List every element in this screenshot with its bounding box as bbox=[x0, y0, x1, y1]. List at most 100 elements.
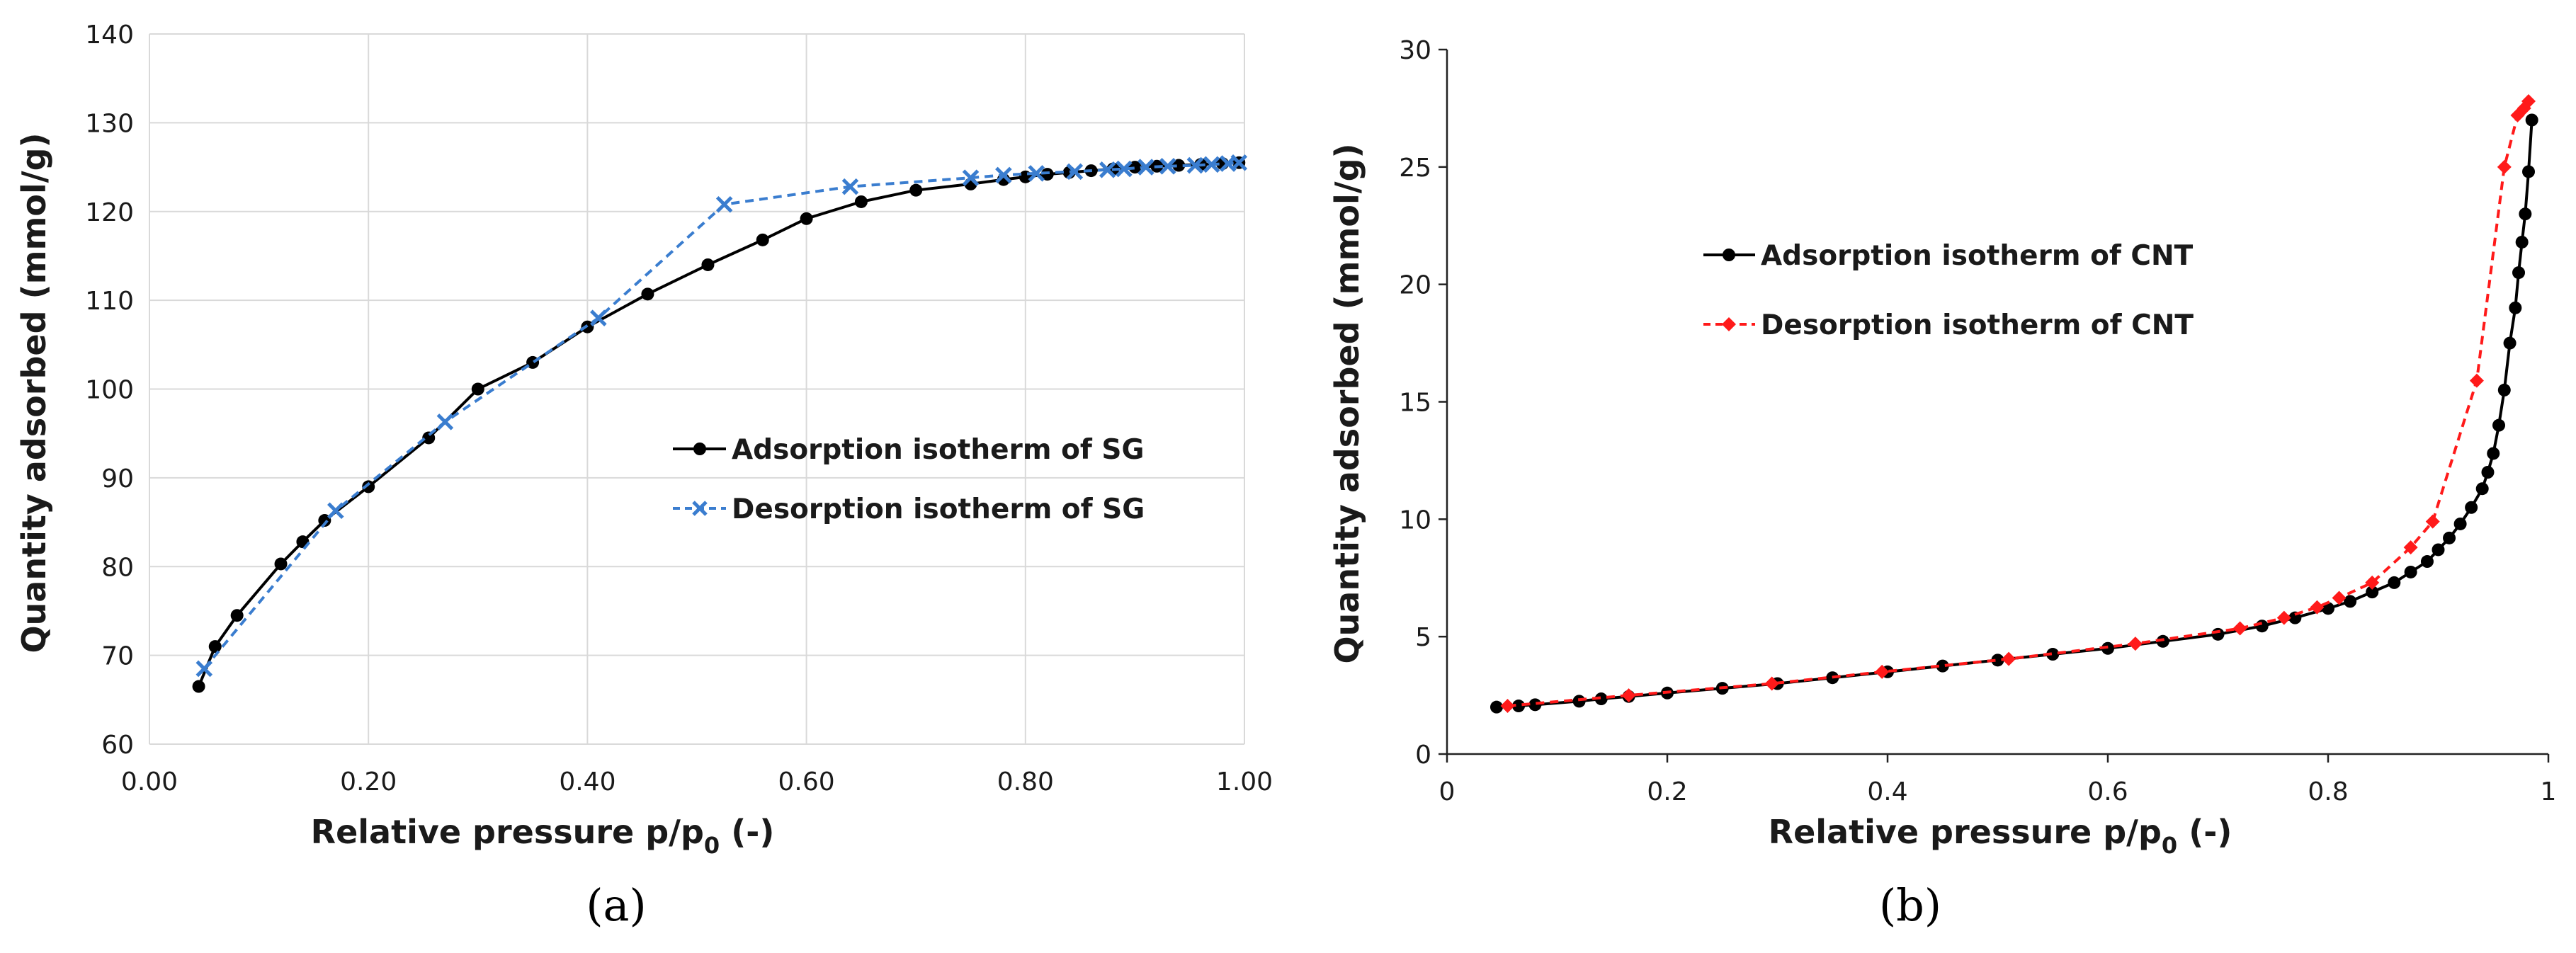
data-point-desorption bbox=[1230, 154, 1248, 171]
data-point-adsorption bbox=[2420, 555, 2434, 569]
panel-a-series bbox=[192, 154, 1248, 693]
data-point-adsorption bbox=[2492, 418, 2506, 432]
data-point-adsorption bbox=[2503, 336, 2517, 350]
x-tick-label: 0.60 bbox=[778, 767, 835, 797]
data-point-adsorption bbox=[1991, 654, 2004, 667]
data-point-desorption bbox=[2332, 590, 2347, 605]
legend-desorption-sg-marker bbox=[692, 501, 708, 516]
data-point-adsorption bbox=[1528, 698, 1542, 712]
data-point-adsorption bbox=[756, 233, 769, 246]
panel-b-series bbox=[1490, 93, 2538, 714]
data-point-adsorption bbox=[1040, 168, 1054, 181]
data-point-adsorption bbox=[208, 640, 222, 654]
data-point-adsorption bbox=[2481, 466, 2495, 479]
x-tick-label: 0.20 bbox=[340, 767, 397, 797]
data-point-adsorption bbox=[2519, 207, 2532, 221]
y-tick-label: 120 bbox=[85, 198, 134, 227]
data-point-desorption bbox=[1203, 156, 1220, 173]
data-point-adsorption bbox=[1936, 659, 1949, 673]
data-point-desorption bbox=[995, 166, 1012, 184]
data-point-adsorption bbox=[2465, 501, 2478, 514]
y-tick-label: 110 bbox=[85, 287, 134, 316]
data-point-desorption bbox=[841, 178, 859, 195]
data-point-desorption bbox=[195, 660, 213, 678]
data-point-adsorption bbox=[2475, 482, 2489, 496]
x-tick-label: 0.80 bbox=[997, 767, 1054, 797]
panel-b-legend: Adsorption isotherm of CNT Desorption is… bbox=[1703, 240, 2194, 341]
data-point-desorption bbox=[2403, 540, 2418, 555]
series-line-desorption bbox=[1507, 100, 2530, 707]
data-point-desorption bbox=[2276, 610, 2291, 625]
data-point-adsorption bbox=[2156, 634, 2169, 648]
data-point-adsorption bbox=[2512, 266, 2526, 280]
legend-desorption-cnt-marker bbox=[1722, 317, 1736, 331]
panel-b-y-axis-title: Quantity adsorbed (mmol/g) bbox=[1328, 143, 1366, 663]
data-point-desorption bbox=[2128, 637, 2143, 651]
x-tick-label: 1 bbox=[2541, 777, 2557, 806]
data-point-adsorption bbox=[800, 212, 813, 225]
data-point-adsorption bbox=[1128, 161, 1142, 174]
panel-a-y-axis-title: Quantity adsorbed (mmol/g) bbox=[15, 132, 53, 653]
panel-a: 0.00 0.20 0.40 0.60 0.80 1.00 60 70 80 90 100 110 12… bbox=[15, 21, 1273, 931]
data-point-adsorption bbox=[2525, 113, 2538, 127]
x-tick-label: 0.00 bbox=[121, 767, 178, 797]
data-point-adsorption bbox=[2255, 620, 2269, 633]
y-tick-label: 140 bbox=[85, 21, 134, 50]
data-point-desorption bbox=[2425, 514, 2440, 529]
data-point-adsorption bbox=[2443, 531, 2456, 544]
data-point-desorption bbox=[962, 169, 980, 186]
legend-adsorption-sg-label: Adsorption isotherm of SG bbox=[732, 434, 1145, 466]
panel-a-legend: Adsorption isotherm of SG Desorption iso… bbox=[673, 434, 1145, 525]
data-point-adsorption bbox=[2497, 383, 2511, 396]
data-point-desorption bbox=[1028, 165, 1045, 182]
legend-adsorption-cnt-label: Adsorption isotherm of CNT bbox=[1761, 240, 2194, 272]
y-tick-label: 80 bbox=[101, 553, 134, 582]
panel-b-label: (b) bbox=[1879, 879, 1941, 931]
data-point-adsorption bbox=[1172, 159, 1186, 172]
data-point-desorption bbox=[2232, 621, 2247, 636]
data-point-adsorption bbox=[2515, 235, 2529, 249]
data-point-adsorption bbox=[230, 609, 244, 622]
data-point-adsorption bbox=[2522, 165, 2536, 178]
data-point-adsorption bbox=[422, 431, 436, 445]
data-point-desorption bbox=[1764, 676, 1779, 691]
y-tick-label: 130 bbox=[85, 109, 134, 138]
data-point-adsorption bbox=[192, 680, 205, 693]
data-point-adsorption bbox=[2487, 447, 2500, 460]
panel-b-x-axis-title: Relative pressure p/p0 (-) bbox=[1769, 813, 2232, 859]
data-point-adsorption bbox=[1594, 692, 1608, 706]
data-point-adsorption bbox=[471, 382, 484, 396]
data-point-desorption bbox=[2310, 600, 2325, 615]
data-point-desorption bbox=[1159, 158, 1176, 175]
series-line-desorption bbox=[203, 161, 1239, 670]
data-point-adsorption bbox=[2388, 576, 2401, 589]
panel-b-axes bbox=[1439, 48, 2550, 763]
legend-adsorption-cnt-marker bbox=[1723, 249, 1735, 261]
data-point-adsorption bbox=[701, 258, 715, 271]
data-point-adsorption bbox=[2509, 301, 2522, 314]
data-point-desorption bbox=[590, 309, 607, 326]
x-tick-label: 0.40 bbox=[559, 767, 615, 797]
x-tick-label: 0.4 bbox=[1867, 777, 1907, 806]
data-point-desorption bbox=[2497, 159, 2512, 174]
data-point-adsorption bbox=[1572, 695, 1586, 708]
data-point-adsorption bbox=[2211, 627, 2225, 641]
data-point-desorption bbox=[2365, 575, 2380, 590]
data-point-adsorption bbox=[2453, 517, 2467, 530]
data-point-desorption bbox=[2002, 651, 2016, 666]
series-line-adsorption bbox=[1496, 120, 2534, 709]
data-point-desorption bbox=[2469, 373, 2484, 388]
data-point-adsorption bbox=[2344, 595, 2357, 608]
panel-a-ticks: 0.00 0.20 0.40 0.60 0.80 1.00 60 70 80 90 100 110 12… bbox=[85, 21, 1273, 797]
x-tick-label: 0.6 bbox=[2087, 777, 2128, 806]
panel-a-x-axis-title: Relative pressure p/p0 (-) bbox=[311, 813, 775, 859]
y-tick-label: 5 bbox=[1415, 623, 1431, 652]
data-point-desorption bbox=[1875, 664, 1890, 679]
data-point-desorption bbox=[1500, 699, 1515, 714]
legend-adsorption-sg-marker bbox=[693, 443, 706, 455]
data-point-desorption bbox=[1066, 163, 1084, 181]
y-tick-label: 100 bbox=[85, 376, 134, 405]
